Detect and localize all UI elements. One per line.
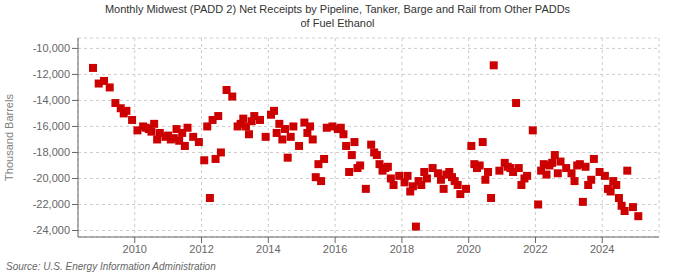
svg-text:2016: 2016 xyxy=(323,243,347,255)
svg-text:2010: 2010 xyxy=(123,243,147,255)
svg-text:-16,000: -16,000 xyxy=(33,120,70,132)
svg-text:-14,000: -14,000 xyxy=(33,94,70,106)
svg-text:2020: 2020 xyxy=(456,243,480,255)
svg-text:Thousand Barrels: Thousand Barrels xyxy=(8,94,15,181)
svg-text:2012: 2012 xyxy=(189,243,213,255)
svg-text:-20,000: -20,000 xyxy=(33,172,70,184)
svg-text:2022: 2022 xyxy=(523,243,547,255)
svg-text:2018: 2018 xyxy=(390,243,414,255)
svg-text:-22,000: -22,000 xyxy=(33,198,70,210)
svg-text:2024: 2024 xyxy=(590,243,614,255)
svg-text:-18,000: -18,000 xyxy=(33,146,70,158)
svg-text:-10,000: -10,000 xyxy=(33,42,70,54)
html-text:of Fuel Ethanol: of Fuel Ethanol xyxy=(300,17,375,29)
svg-text:2014: 2014 xyxy=(256,243,280,255)
html-text:Source: U.S. Energy Informatio: Source: U.S. Energy Information Administ… xyxy=(6,261,216,272)
svg-text:-12,000: -12,000 xyxy=(33,68,70,80)
html-text:Monthly Midwest (PADD 2) Net R: Monthly Midwest (PADD 2) Net Receipts by… xyxy=(104,3,571,15)
svg-text:-24,000: -24,000 xyxy=(33,224,70,236)
